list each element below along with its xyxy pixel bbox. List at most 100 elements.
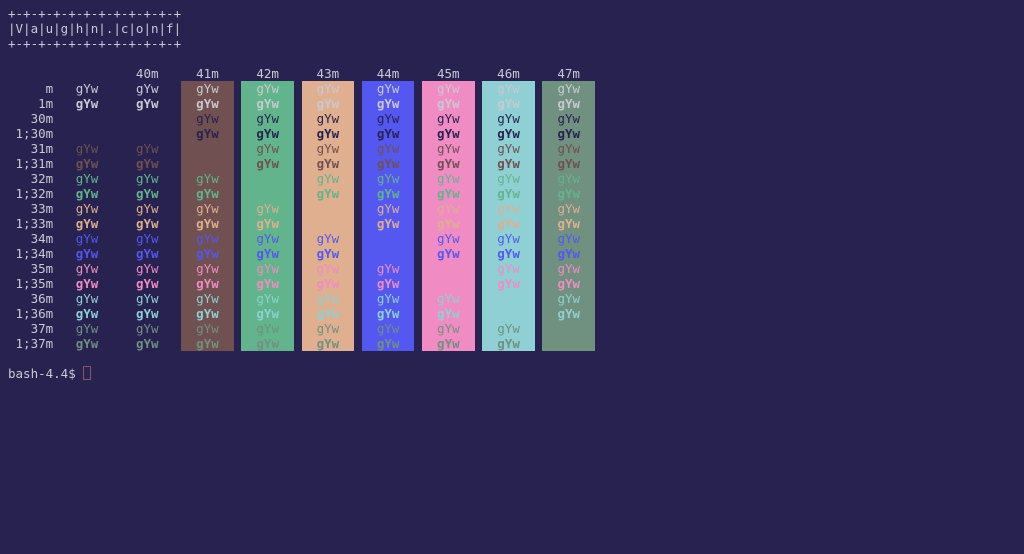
color-table-row: 1m gYw gYw gYw gYw gYw gYw gYw gYw gYw <box>8 96 596 111</box>
color-cell: gYw <box>181 291 234 306</box>
color-table-row: 1;30m gYw gYw gYw gYw gYw gYw gYw gYw gY… <box>8 126 596 141</box>
color-cell: gYw <box>542 336 596 351</box>
color-table-row: 32m gYw gYw gYw gYw gYw gYw gYw gYw gYw <box>8 171 596 186</box>
color-cell: gYw <box>181 81 234 96</box>
color-table-row: 1;34m gYw gYw gYw gYw gYw gYw gYw gYw gY… <box>8 246 596 261</box>
color-cell: gYw <box>120 276 174 291</box>
color-cell: gYw <box>60 291 114 306</box>
color-cell: gYw <box>361 186 415 201</box>
color-cell: gYw <box>241 321 295 336</box>
color-cell: gYw <box>120 216 174 231</box>
color-cell: gYw <box>422 261 475 276</box>
color-cell: gYw <box>361 171 415 186</box>
color-cell: gYw <box>482 336 535 351</box>
color-table-row: 36m gYw gYw gYw gYw gYw gYw gYw gYw gYw <box>8 291 596 306</box>
color-cell: gYw <box>422 291 475 306</box>
color-table-row: 30m gYw gYw gYw gYw gYw gYw gYw gYw gYw <box>8 111 596 126</box>
color-cell: gYw <box>241 306 295 321</box>
color-cell: gYw <box>361 216 415 231</box>
color-cell: gYw <box>542 141 596 156</box>
color-table-row: 1;31m gYw gYw gYw gYw gYw gYw gYw gYw gY… <box>8 156 596 171</box>
color-cell: gYw <box>241 96 295 111</box>
color-cell: gYw <box>60 231 114 246</box>
color-cell: gYw <box>422 231 475 246</box>
color-cell: gYw <box>361 261 415 276</box>
color-cell: gYw <box>422 216 475 231</box>
color-cell: gYw <box>361 111 415 126</box>
color-cell: gYw <box>120 111 174 126</box>
prompt-line[interactable]: bash-4.4$ <box>8 366 1024 381</box>
color-cell: gYw <box>120 171 174 186</box>
color-cell: gYw <box>60 81 114 96</box>
color-cell: gYw <box>361 201 415 216</box>
color-cell: gYw <box>422 321 475 336</box>
color-cell: gYw <box>542 171 596 186</box>
color-cell: gYw <box>241 336 295 351</box>
color-cell: gYw <box>60 246 114 261</box>
color-cell: gYw <box>301 321 355 336</box>
color-cell: gYw <box>422 81 475 96</box>
color-cell: gYw <box>120 231 174 246</box>
color-cell: gYw <box>241 156 295 171</box>
color-table-row: 1;32m gYw gYw gYw gYw gYw gYw gYw gYw gY… <box>8 186 596 201</box>
color-cell: gYw <box>482 141 535 156</box>
color-cell: gYw <box>301 111 355 126</box>
color-cell: gYw <box>482 231 535 246</box>
color-cell: gYw <box>542 81 596 96</box>
color-cell: gYw <box>181 156 234 171</box>
color-cell: gYw <box>422 171 475 186</box>
color-cell: gYw <box>181 261 234 276</box>
color-cell: gYw <box>60 156 114 171</box>
color-table-row: 1;36m gYw gYw gYw gYw gYw gYw gYw gYw gY… <box>8 306 596 321</box>
color-cell: gYw <box>542 231 596 246</box>
color-cell: gYw <box>422 201 475 216</box>
color-table-row: 34m gYw gYw gYw gYw gYw gYw gYw gYw gYw <box>8 231 596 246</box>
color-cell: gYw <box>301 276 355 291</box>
color-cell: gYw <box>181 231 234 246</box>
color-table-row: 1;37m gYw gYw gYw gYw gYw gYw gYw gYw gY… <box>8 336 596 351</box>
color-cell: gYw <box>241 186 295 201</box>
color-cell: gYw <box>120 246 174 261</box>
color-cell: gYw <box>301 96 355 111</box>
color-cell: gYw <box>241 111 295 126</box>
color-cell: gYw <box>361 276 415 291</box>
color-cell: gYw <box>181 321 234 336</box>
color-cell: gYw <box>361 306 415 321</box>
color-cell: gYw <box>60 201 114 216</box>
color-cell: gYw <box>361 291 415 306</box>
color-cell: gYw <box>542 186 596 201</box>
color-cell: gYw <box>482 171 535 186</box>
color-cell: gYw <box>542 246 596 261</box>
banner-line-bottom: +-+-+-+-+-+-+-+-+-+-+-+ <box>8 36 182 51</box>
color-cell: gYw <box>120 201 174 216</box>
color-cell: gYw <box>482 246 535 261</box>
color-cell: gYw <box>482 216 535 231</box>
terminal-cursor <box>83 366 92 380</box>
color-cell: gYw <box>301 291 355 306</box>
color-table-row: 37m gYw gYw gYw gYw gYw gYw gYw gYw gYw <box>8 321 596 336</box>
color-cell: gYw <box>482 201 535 216</box>
color-table-row: m gYw gYw gYw gYw gYw gYw gYw gYw gYw <box>8 81 596 96</box>
color-cell: gYw <box>60 111 114 126</box>
color-cell: gYw <box>422 141 475 156</box>
blank-line <box>8 51 1024 66</box>
banner-line-title: |V|a|u|g|h|n|.|c|o|n|f| <box>8 21 182 36</box>
color-cell: gYw <box>181 276 234 291</box>
color-cell: gYw <box>542 111 596 126</box>
color-cell: gYw <box>60 186 114 201</box>
color-cell: gYw <box>120 321 174 336</box>
color-cell: gYw <box>181 216 234 231</box>
color-table-header-row: 40m 41m 42m 43m 44m 45m 46m 47m <box>8 66 580 81</box>
color-cell: gYw <box>181 186 234 201</box>
color-table-row: 1;33m gYw gYw gYw gYw gYw gYw gYw gYw gY… <box>8 216 596 231</box>
color-table: m gYw gYw gYw gYw gYw gYw gYw gYw gYw 1m… <box>8 81 1024 351</box>
color-cell: gYw <box>120 186 174 201</box>
color-cell: gYw <box>361 126 415 141</box>
color-cell: gYw <box>542 291 596 306</box>
color-table-row: 31m gYw gYw gYw gYw gYw gYw gYw gYw gYw <box>8 141 596 156</box>
color-cell: gYw <box>542 276 596 291</box>
color-cell: gYw <box>120 156 174 171</box>
color-cell: gYw <box>301 306 355 321</box>
color-table-row: 35m gYw gYw gYw gYw gYw gYw gYw gYw gYw <box>8 261 596 276</box>
